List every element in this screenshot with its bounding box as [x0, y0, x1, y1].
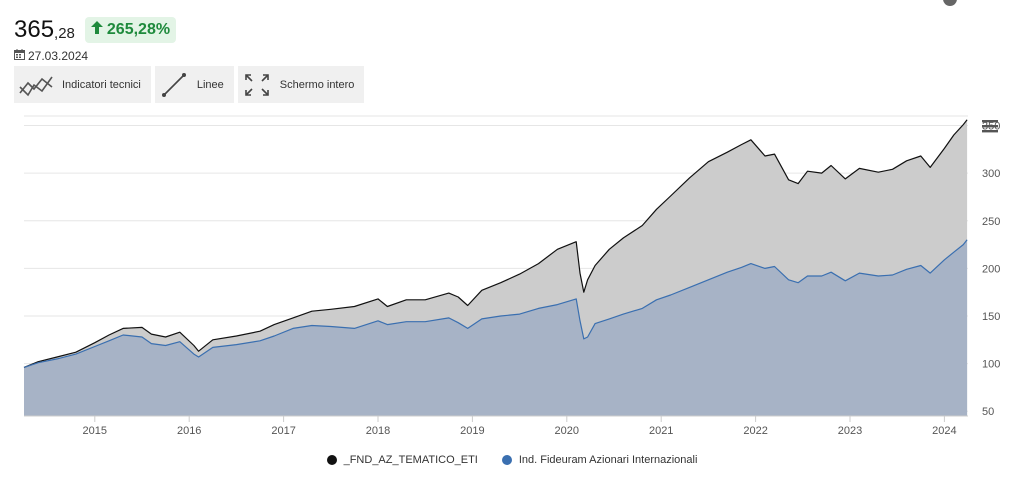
x-tick-label: 2020 — [555, 425, 579, 437]
user-icon[interactable] — [943, 0, 957, 6]
y-tick-label: 350 — [982, 121, 1000, 133]
legend-dot-fund — [326, 455, 337, 465]
x-tick-label: 2017 — [271, 425, 295, 437]
fullscreen-icon — [244, 73, 269, 96]
legend-dot-index — [501, 455, 512, 465]
price-decimal: ,28 — [54, 24, 75, 42]
y-tick-label: 50 — [982, 406, 994, 418]
price-row: 365,28 265,28% — [14, 14, 177, 46]
technical-indicators-button[interactable]: Indicatori tecnici — [14, 66, 151, 103]
y-tick-label: 300 — [982, 168, 1000, 180]
x-tick-label: 2023 — [838, 425, 862, 437]
fullscreen-label: Schermo intero — [279, 78, 355, 91]
x-tick-label: 2024 — [932, 425, 956, 437]
line-draw-icon — [161, 72, 186, 97]
fullscreen-button[interactable]: Schermo intero — [237, 66, 365, 103]
x-tick-label: 2022 — [743, 425, 767, 437]
x-tick-label: 2016 — [177, 425, 201, 437]
lines-button[interactable]: Linee — [154, 66, 234, 103]
series-area-index — [24, 239, 968, 416]
y-tick-label: 150 — [982, 311, 1000, 323]
technical-indicators-label: Indicatori tecnici — [62, 78, 141, 91]
chart-legend: _FND_AZ_TEMATICO_ETI Ind. Fideuram Azion… — [0, 454, 1024, 466]
change-percent: 265,28% — [106, 21, 171, 38]
x-tick-label: 2018 — [366, 425, 390, 437]
series-line-index — [23, 239, 968, 368]
y-tick-label: 250 — [982, 216, 1000, 228]
change-badge: 265,28% — [84, 17, 177, 43]
price-header: 365,28 265,28% 27.03.2024 — [14, 14, 177, 63]
calendar-icon — [14, 49, 25, 63]
x-tick-label: 2019 — [460, 425, 484, 437]
chart-menu-icon[interactable] — [981, 119, 999, 138]
performance-chart: 50 100 150 200 250 300 350 2015 2016 2017 2018 2019… — [23, 115, 1000, 437]
arrow-up-icon — [90, 21, 103, 39]
series-line-fund — [23, 119, 968, 368]
indicators-icon — [19, 76, 53, 96]
legend-item-fund[interactable]: _FND_AZ_TEMATICO_ETI — [326, 454, 478, 466]
y-tick-label: 100 — [982, 359, 1000, 371]
lines-label: Linee — [196, 78, 224, 91]
x-tick-label: 2015 — [83, 425, 107, 437]
price-integer: 365 — [14, 16, 55, 43]
legend-item-index[interactable]: Ind. Fideuram Azionari Internazionali — [501, 454, 698, 466]
price-date: 27.03.2024 — [28, 49, 89, 63]
chart-toolbar: Indicatori tecnici Linee Schermo intero — [14, 66, 368, 103]
date-row: 27.03.2024 — [14, 49, 176, 63]
legend-label-fund: _FND_AZ_TEMATICO_ETI — [343, 454, 478, 466]
x-tick-label: 2021 — [649, 425, 673, 437]
y-tick-label: 200 — [982, 263, 1000, 275]
legend-label-index: Ind. Fideuram Azionari Internazionali — [518, 454, 698, 466]
